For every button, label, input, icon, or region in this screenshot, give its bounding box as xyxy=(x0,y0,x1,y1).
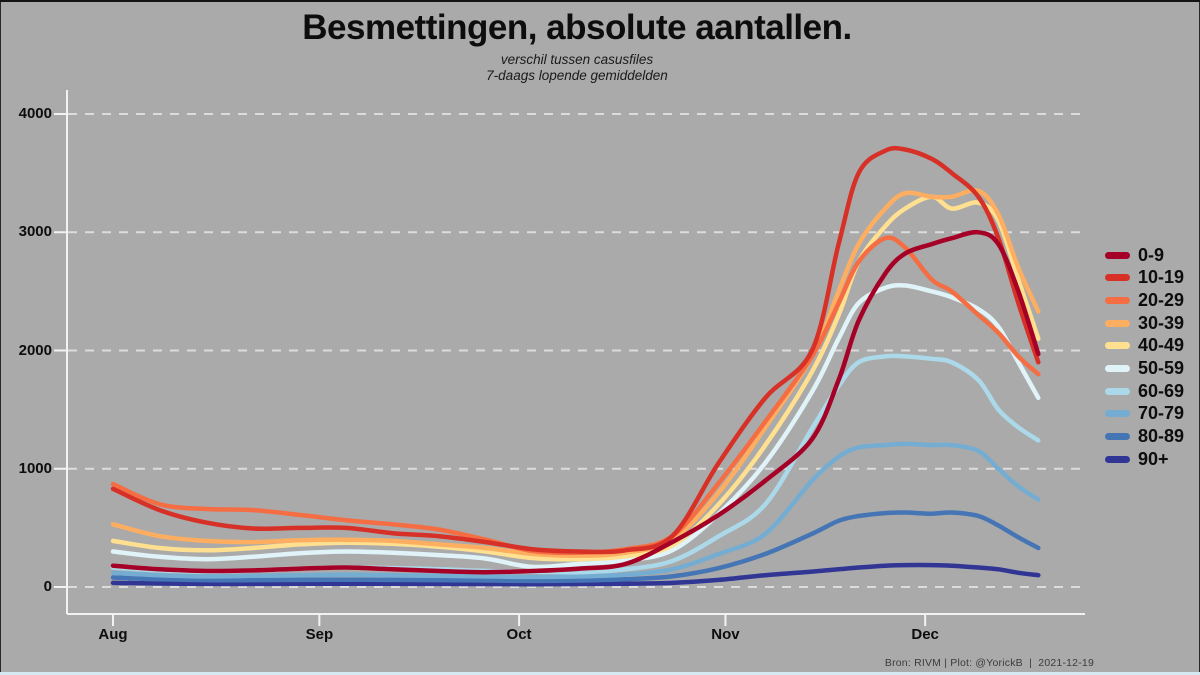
y-tick-label-4000: 4000 xyxy=(18,105,52,122)
line-80-89 xyxy=(110,510,1041,584)
legend-label-40-49: 40-49 xyxy=(1138,335,1185,356)
line-60-69 xyxy=(110,353,1041,575)
x-tick-label-Nov: Nov xyxy=(711,626,740,643)
legend-swatch-40-49 xyxy=(1105,342,1130,350)
legend-label-60-69: 60-69 xyxy=(1138,380,1185,401)
legend-label-90+: 90+ xyxy=(1138,448,1169,469)
frame-border-left xyxy=(0,2,1,675)
line-30-39 xyxy=(110,188,1041,558)
legend-label-30-39: 30-39 xyxy=(1138,312,1185,333)
legend-label-70-79: 70-79 xyxy=(1138,403,1185,424)
y-tick-label-1000: 1000 xyxy=(18,459,52,477)
x-tick-label-Aug: Aug xyxy=(98,626,128,643)
legend-swatch-80-89 xyxy=(1105,433,1130,441)
x-tick-label-Dec: Dec xyxy=(911,626,939,643)
legend-item-20-29: 20-29 xyxy=(1105,290,1184,310)
y-tick-label-0: 0 xyxy=(43,578,52,595)
bottom-edge-strip xyxy=(0,672,1200,675)
legend-label-80-89: 80-89 xyxy=(1138,426,1185,447)
line-70-79 xyxy=(110,441,1041,580)
x-tick-label-Oct: Oct xyxy=(506,626,532,643)
legend-swatch-0-9 xyxy=(1105,251,1130,259)
y-tick-label-2000: 2000 xyxy=(18,341,52,359)
chart-title: Besmettingen, absolute aantallen. xyxy=(302,8,852,47)
legend-item-40-49: 40-49 xyxy=(1105,335,1185,356)
line-20-29 xyxy=(110,235,1041,556)
line-90+ xyxy=(110,562,1041,587)
legend-swatch-20-29 xyxy=(1105,296,1130,304)
line-50-59 xyxy=(110,282,1041,570)
line-10-19 xyxy=(110,145,1041,555)
chart-subtitle-line1: verschil tussen casusfiles xyxy=(500,52,654,67)
legend-item-0-9: 0-9 xyxy=(1105,245,1164,265)
legend-swatch-50-59 xyxy=(1105,365,1130,372)
legend-item-30-39: 30-39 xyxy=(1105,313,1184,333)
legend-item-50-59: 50-59 xyxy=(1105,358,1185,379)
legend-label-0-9: 0-9 xyxy=(1138,244,1165,265)
legend-swatch-10-19 xyxy=(1105,274,1130,282)
line-40-49 xyxy=(110,194,1041,562)
legend-swatch-70-79 xyxy=(1105,410,1130,418)
line-0-9 xyxy=(110,229,1041,575)
legend-item-70-79: 70-79 xyxy=(1105,403,1185,424)
chart-subtitle-line2: 7-daags lopende gemiddelden xyxy=(486,68,668,83)
legend-label-10-19: 10-19 xyxy=(1138,267,1185,288)
legend-item-10-19: 10-19 xyxy=(1105,267,1185,288)
x-tick-label-Sep: Sep xyxy=(305,626,334,643)
legend-swatch-90+ xyxy=(1105,455,1130,463)
legend-label-20-29: 20-29 xyxy=(1138,289,1185,310)
legend-item-80-89: 80-89 xyxy=(1105,426,1185,447)
legend-item-60-69: 60-69 xyxy=(1105,381,1184,401)
credit-footer: Bron: RIVM | Plot: @YorickB | 2021-12-19 xyxy=(884,657,1094,669)
y-tick-label-3000: 3000 xyxy=(18,223,52,241)
legend-swatch-30-39 xyxy=(1105,319,1130,327)
legend-swatch-60-69 xyxy=(1105,387,1130,395)
legend-label-50-59: 50-59 xyxy=(1138,358,1185,378)
legend-item-90+: 90+ xyxy=(1105,449,1169,469)
